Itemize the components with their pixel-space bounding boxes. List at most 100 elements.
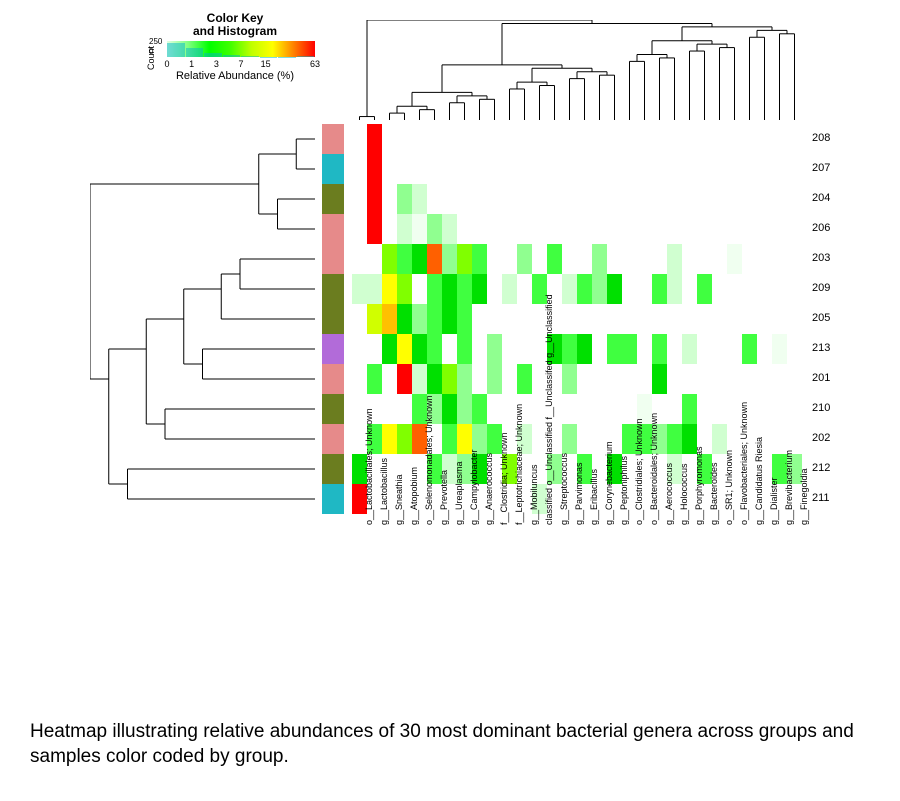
group-color-cell: [322, 184, 344, 214]
heatmap-cell: [742, 334, 757, 364]
heatmap-cell: [457, 214, 472, 244]
row-label: 206: [812, 222, 830, 234]
heatmap-cell: [667, 184, 682, 214]
heatmap-cell: [712, 304, 727, 334]
heatmap-cell: [442, 424, 457, 454]
heatmap-cell: [682, 154, 697, 184]
column-label: g__Prevotella: [439, 470, 449, 525]
heatmap-cell: [487, 184, 502, 214]
row-label: 210: [812, 402, 830, 414]
heatmap-cell: [517, 334, 532, 364]
heatmap-cell: [427, 304, 442, 334]
heatmap-cell: [397, 244, 412, 274]
heatmap-cell: [592, 274, 607, 304]
heatmap-cell: [472, 184, 487, 214]
heatmap-cell: [352, 214, 367, 244]
heatmap-cell: [727, 364, 742, 394]
heatmap-cell: [352, 364, 367, 394]
heatmap-cell: [547, 214, 562, 244]
heatmap-cell: [757, 304, 772, 334]
heatmap-cell: [697, 124, 712, 154]
heatmap-cell: [607, 304, 622, 334]
heatmap-cell: [592, 364, 607, 394]
heatmap-cell: [772, 334, 787, 364]
heatmap-cell: [637, 364, 652, 394]
row-label: 207: [812, 162, 830, 174]
heatmap-cell: [547, 244, 562, 274]
column-label: o__Clostridiales; Unknown: [634, 418, 644, 525]
heatmap-cell: [712, 124, 727, 154]
color-key-bar: Count 2500: [167, 41, 315, 57]
heatmap-cell: [487, 364, 502, 394]
heatmap-cell: [562, 124, 577, 154]
heatmap-cell: [757, 124, 772, 154]
heatmap-cell: [592, 394, 607, 424]
heatmap-cell: [502, 214, 517, 244]
heatmap-cell: [457, 334, 472, 364]
heatmap-cell: [697, 274, 712, 304]
heatmap-cell: [682, 124, 697, 154]
heatmap-cell: [682, 394, 697, 424]
heatmap-cell: [532, 244, 547, 274]
heatmap-cell: [592, 214, 607, 244]
heatmap-cell: [367, 214, 382, 244]
heatmap-cell: [562, 304, 577, 334]
heatmap-cell: [622, 364, 637, 394]
heatmap-cell: [727, 334, 742, 364]
heatmap-cell: [517, 124, 532, 154]
figure-caption: Heatmap illustrating relative abundances…: [30, 720, 870, 769]
heatmap-cell: [427, 334, 442, 364]
heatmap-cell: [682, 244, 697, 274]
heatmap-cell: [412, 214, 427, 244]
heatmap-cell: [772, 364, 787, 394]
heatmap-cell: [622, 304, 637, 334]
group-color-cell: [322, 214, 344, 244]
heatmap-cell: [787, 124, 802, 154]
heatmap-cell: [382, 154, 397, 184]
heatmap-cell: [397, 334, 412, 364]
heatmap-cell: [442, 334, 457, 364]
count-axis-ticks: 2500: [149, 37, 162, 57]
heatmap-cell: [742, 364, 757, 394]
heatmap-cell: [652, 334, 667, 364]
heatmap-cell: [502, 184, 517, 214]
group-color-cell: [322, 244, 344, 274]
heatmap-cell: [442, 304, 457, 334]
heatmap-cell: [712, 334, 727, 364]
row-dendrogram: [90, 124, 315, 514]
heatmap-cell: [697, 304, 712, 334]
heatmap-cell: [532, 214, 547, 244]
column-label: g__Eribacillus: [589, 469, 599, 525]
heatmap-cell: [487, 214, 502, 244]
heatmap-cell: [502, 364, 517, 394]
heatmap-cell: [352, 124, 367, 154]
heatmap-cell: [577, 274, 592, 304]
heatmap-cell: [637, 244, 652, 274]
heatmap-cell: [382, 334, 397, 364]
group-color-cell: [322, 424, 344, 454]
heatmap-cell: [472, 364, 487, 394]
column-label: o__Bacteroidales; Unknown: [649, 413, 659, 525]
heatmap-cell: [637, 184, 652, 214]
heatmap-cell: [727, 184, 742, 214]
heatmap-cell: [367, 124, 382, 154]
heatmap-cell: [412, 154, 427, 184]
heatmap-cell: [472, 304, 487, 334]
heatmap-cell: [547, 184, 562, 214]
heatmap-cell: [502, 244, 517, 274]
heatmap-cell: [472, 124, 487, 154]
heatmap-cell: [607, 334, 622, 364]
heatmap-cell: [787, 364, 802, 394]
heatmap-cell: [757, 154, 772, 184]
heatmap-cell: [607, 154, 622, 184]
heatmap-cell: [397, 364, 412, 394]
heatmap-cell: [457, 304, 472, 334]
heatmap-cell: [757, 214, 772, 244]
heatmap-cell: [577, 334, 592, 364]
heatmap-cell: [367, 304, 382, 334]
column-label: g__Peptoniphilus: [619, 456, 629, 525]
heatmap-cell: [787, 274, 802, 304]
heatmap-cell: [742, 274, 757, 304]
heatmap-cell: [742, 214, 757, 244]
heatmap-cell: [502, 304, 517, 334]
